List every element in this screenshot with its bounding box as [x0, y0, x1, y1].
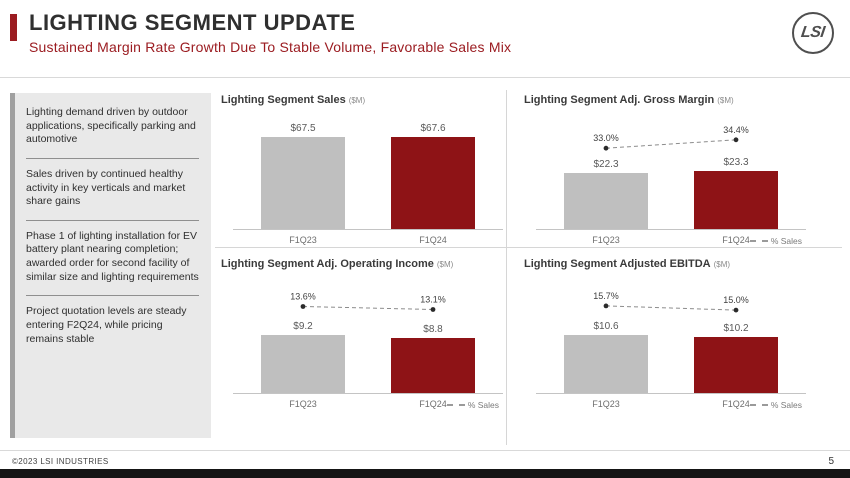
- bar-F1Q23: $10.6: [564, 321, 648, 393]
- lsi-logo: LSI: [792, 12, 834, 54]
- chart-unit: ($M): [717, 96, 734, 105]
- pct-dot: [603, 145, 609, 151]
- chart-unit: ($M): [348, 96, 366, 105]
- pct-label: 15.7%: [593, 291, 619, 301]
- pct-sales-line: 13.6% 13.1%: [290, 292, 446, 312]
- sidebar-bullet: Phase 1 of lighting installation for EV …: [26, 221, 199, 297]
- bar-value-label: $10.2: [723, 323, 749, 334]
- legend-pct-sales: % Sales: [446, 400, 499, 410]
- page-number: 5: [828, 456, 834, 467]
- category-label: F1Q24: [722, 235, 750, 245]
- category-axis: F1Q23 F1Q24 % Sales: [536, 233, 806, 249]
- bar-F1Q23: $67.5: [261, 123, 345, 229]
- legend-label: % Sales: [467, 400, 499, 410]
- bar-F1Q23: $22.3: [564, 159, 648, 229]
- bar-F1Q24: $67.6: [391, 123, 475, 229]
- sidebar-bullet-list: Lighting demand driven by outdoor applic…: [26, 97, 199, 357]
- bar-value-label: $23.3: [723, 157, 749, 168]
- axis-baseline: [233, 229, 503, 230]
- pct-dot: [603, 303, 609, 309]
- sidebar-accent-bar: [10, 93, 15, 438]
- axis-baseline: [536, 393, 806, 394]
- chart-adj-operating-income: Lighting Segment Adj. Operating Income ($…: [215, 248, 507, 445]
- category-label: F1Q23: [289, 235, 317, 245]
- category-label: F1Q24: [722, 399, 750, 409]
- category-label: F1Q24: [419, 235, 447, 245]
- pct-dot: [733, 307, 739, 313]
- bar-value-label: $67.6: [420, 123, 446, 134]
- footer-divider: [0, 450, 850, 451]
- bar-value-label: $9.2: [293, 321, 313, 332]
- sidebar-bullet: Lighting demand driven by outdoor applic…: [26, 97, 199, 159]
- category-label: F1Q24: [419, 399, 447, 409]
- bar-value-label: $8.8: [423, 324, 443, 335]
- pct-dot: [733, 137, 739, 143]
- pct-label: 13.1%: [420, 295, 446, 305]
- footer-copyright: ©2023 LSI INDUSTRIES: [12, 457, 109, 466]
- legend-label: % Sales: [770, 400, 802, 410]
- category-axis: F1Q23 F1Q24 % Sales: [536, 397, 806, 413]
- pct-label: 13.6%: [290, 292, 316, 302]
- category-axis: F1Q23 F1Q24 % Sales: [233, 397, 503, 413]
- chart-plot: $9.2 $8.8 13.6% 13.1%: [233, 278, 503, 394]
- header-divider: [0, 77, 850, 78]
- chart-title: Lighting Segment Sales ($M): [221, 94, 366, 106]
- legend-label: % Sales: [770, 236, 802, 246]
- chart-title: Lighting Segment Adj. Operating Income ($…: [221, 258, 454, 270]
- pct-label: 15.0%: [723, 295, 749, 305]
- bar-F1Q24: $8.8: [391, 324, 475, 393]
- chart-adj-gross-margin: Lighting Segment Adj. Gross Margin ($M) $2…: [507, 90, 842, 248]
- sidebar-bullet: Sales driven by continued healthy activi…: [26, 159, 199, 221]
- title-accent-bar: [10, 14, 17, 41]
- bottom-accent-bar: [0, 469, 850, 478]
- pct-label: 33.0%: [593, 133, 619, 143]
- pct-sales-line: 15.7% 15.0%: [593, 291, 749, 313]
- axis-baseline: [536, 229, 806, 230]
- bar-value-label: $67.5: [290, 123, 316, 134]
- category-label: F1Q23: [289, 399, 317, 409]
- chart-title: Lighting Segment Adjusted EBITDA ($M): [524, 258, 731, 270]
- dashed-line-icon: [749, 240, 768, 242]
- chart-title: Lighting Segment Adj. Gross Margin ($M): [524, 94, 734, 106]
- pct-dot: [300, 304, 306, 309]
- sidebar: Lighting demand driven by outdoor applic…: [10, 93, 211, 438]
- chart-unit: ($M): [436, 260, 454, 269]
- chart-plot: $67.5 $67.6: [233, 114, 503, 230]
- dashed-line-icon: [749, 404, 768, 406]
- axis-baseline: [233, 393, 503, 394]
- chart-adjusted-ebitda: Lighting Segment Adjusted EBITDA ($M) $10.…: [507, 248, 842, 445]
- chart-plot: $10.6 $10.2 15.7% 15.0%: [536, 278, 806, 394]
- pct-sales-line: 33.0% 34.4%: [593, 125, 749, 151]
- bar-F1Q24: $23.3: [694, 157, 778, 229]
- category-axis: F1Q23 F1Q24: [233, 233, 503, 249]
- chart-unit: ($M): [713, 260, 731, 269]
- pct-label: 34.4%: [723, 125, 749, 135]
- lsi-logo-text: LSI: [800, 24, 826, 41]
- chart-plot: $22.3 $23.3 33.0% 34.4%: [536, 114, 806, 230]
- bar-F1Q24: $10.2: [694, 323, 778, 393]
- category-label: F1Q23: [592, 399, 620, 409]
- charts-grid: Lighting Segment Sales ($M) $67.5 $67.6 F1Q2…: [215, 90, 842, 445]
- slide-title: LIGHTING SEGMENT UPDATE: [29, 10, 356, 35]
- sidebar-bullet: Project quotation levels are steady ente…: [26, 305, 187, 345]
- dashed-line-icon: [446, 404, 465, 406]
- legend-pct-sales: % Sales: [749, 400, 802, 410]
- category-label: F1Q23: [592, 235, 620, 245]
- bar-value-label: $10.6: [593, 321, 619, 332]
- chart-lighting-segment-sales: Lighting Segment Sales ($M) $67.5 $67.6 F1Q2…: [215, 90, 507, 248]
- pct-dot: [430, 307, 436, 312]
- slide-subtitle: Sustained Margin Rate Growth Due To Stab…: [29, 39, 512, 56]
- bar-F1Q23: $9.2: [261, 321, 345, 393]
- header: LIGHTING SEGMENT UPDATE Sustained Margin…: [29, 10, 770, 55]
- bar-value-label: $22.3: [593, 159, 619, 170]
- legend-pct-sales: % Sales: [749, 236, 802, 246]
